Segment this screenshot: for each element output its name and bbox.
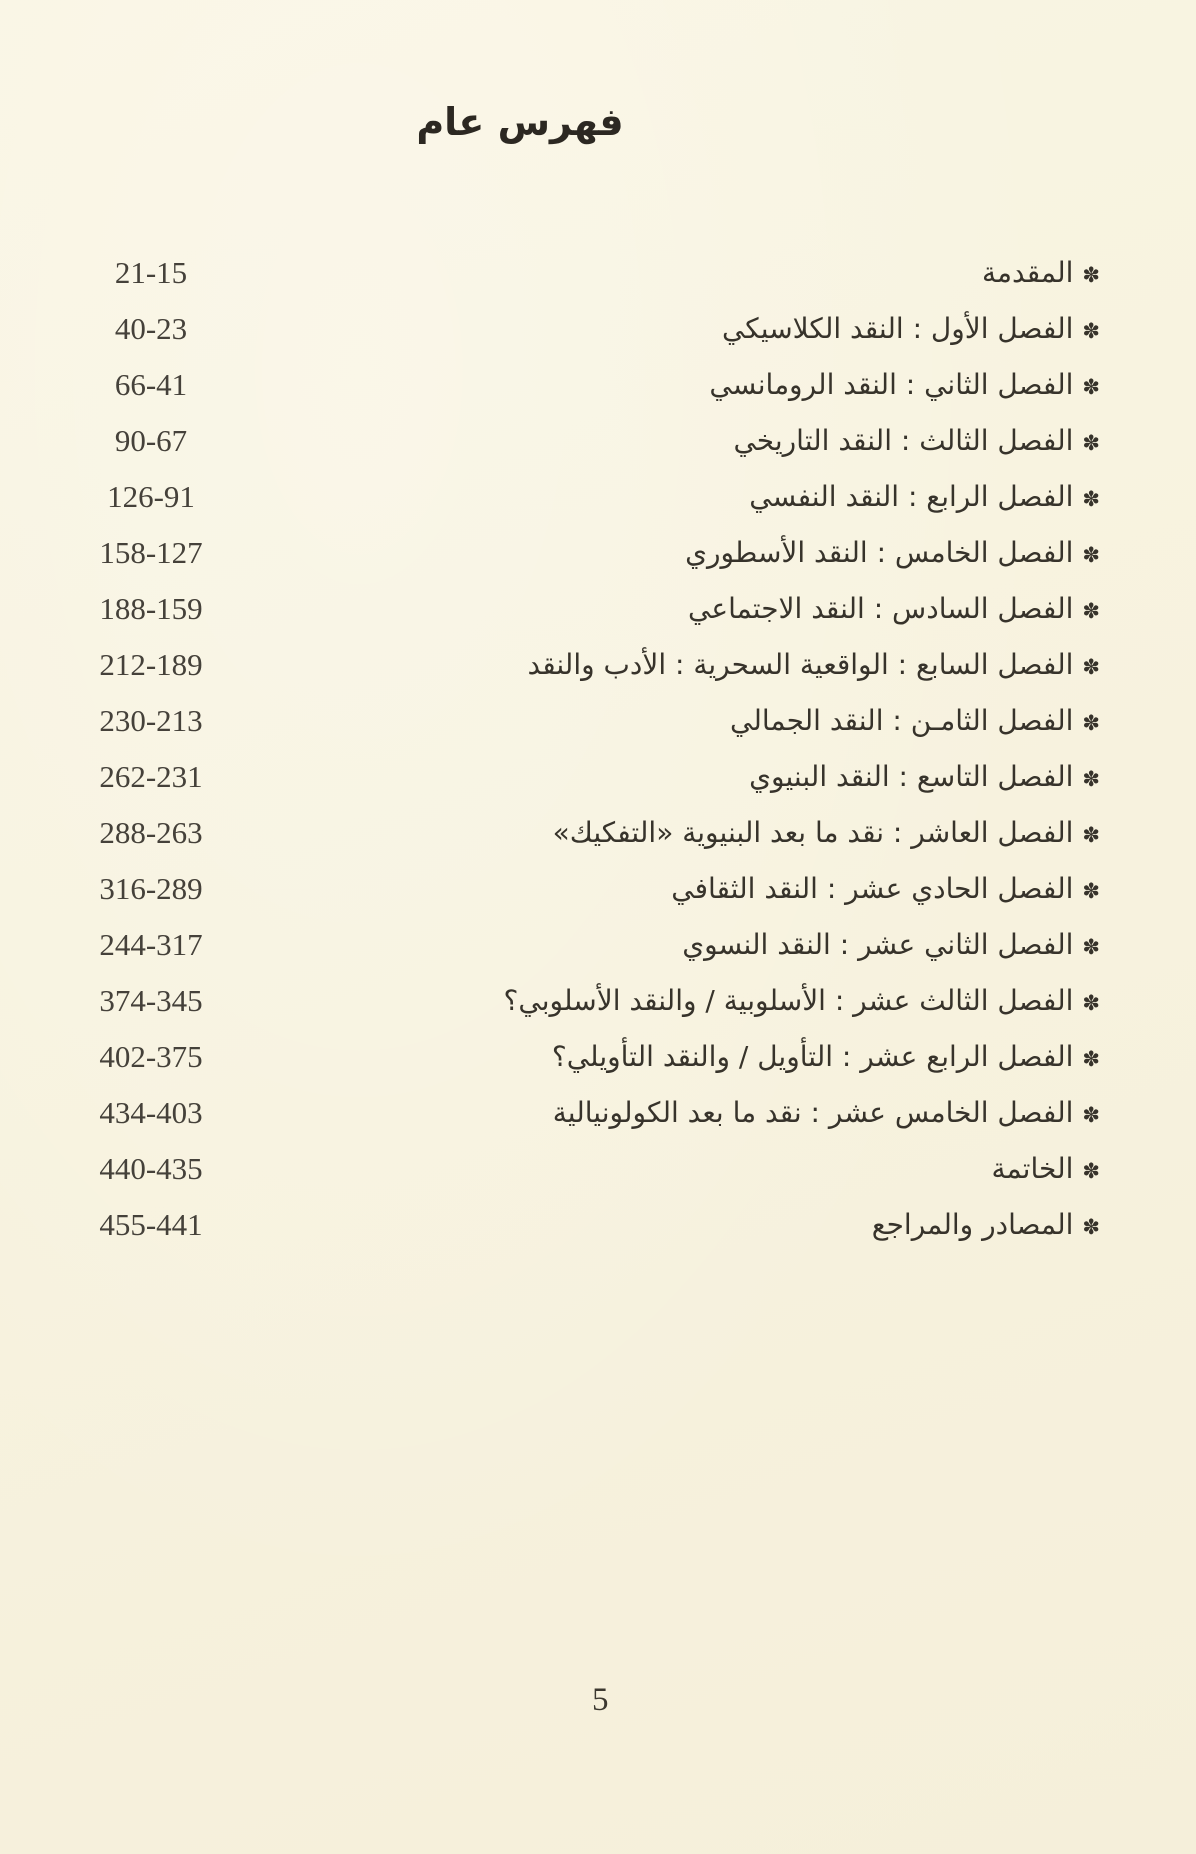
toc-entry-page-range: 21-15 xyxy=(114,255,188,290)
toc-entry-label: الفصل الثامـن : النقد الجمالي xyxy=(729,704,1074,737)
table-of-contents: ✽ المقدمة 21-15 ✽ الفصل الأول : النقد ال… xyxy=(0,245,1196,1253)
toc-entry-label: الفصل العاشر : نقد ما بعد البنيوية «التف… xyxy=(552,816,1074,849)
toc-entry-page-range: 434-403 xyxy=(99,1095,203,1130)
toc-entry-label-group: ✽ الفصل الرابع عشر : التأويل / والنقد ال… xyxy=(552,1043,1100,1071)
toc-entry-label-group: ✽ الفصل الأول : النقد الكلاسيكي xyxy=(722,315,1100,343)
toc-entry: ✽ الفصل الرابع : النقد النفسي 126-91 xyxy=(0,469,1100,525)
toc-entry: ✽ الفصل الثاني : النقد الرومانسي 66-41 xyxy=(0,357,1100,413)
toc-entry-label: الفصل الحادي عشر : النقد الثقافي xyxy=(671,872,1074,905)
toc-entry-label-group: ✽ المصادر والمراجع xyxy=(872,1211,1100,1239)
toc-entry-page-range: 212-189 xyxy=(99,647,203,682)
title-wrap: فهرس عام xyxy=(0,100,1040,144)
asterisk-flower-icon: ✽ xyxy=(1082,318,1100,343)
toc-entry-label: الفصل السادس : النقد الاجتماعي xyxy=(688,592,1074,625)
asterisk-flower-icon: ✽ xyxy=(1082,710,1100,735)
toc-entry-page-range: 455-441 xyxy=(99,1207,203,1242)
toc-entry: ✽ المصادر والمراجع 455-441 xyxy=(0,1197,1100,1253)
toc-entry: ✽ الفصل الثاني عشر : النقد النسوي 244-31… xyxy=(0,917,1100,973)
toc-entry-label-group: ✽ الفصل الحادي عشر : النقد الثقافي xyxy=(671,875,1100,903)
asterisk-flower-icon: ✽ xyxy=(1082,542,1100,567)
toc-entry-label: المقدمة xyxy=(982,256,1074,289)
toc-entry-label: الفصل الثاني : النقد الرومانسي xyxy=(709,368,1074,401)
toc-entry-page-range: 262-231 xyxy=(99,759,203,794)
toc-entry-page-range: 402-375 xyxy=(99,1039,203,1074)
toc-entry-label: الفصل الأول : النقد الكلاسيكي xyxy=(721,312,1074,345)
toc-entry-label-group: ✽ الخاتمة xyxy=(991,1155,1100,1183)
toc-entry: ✽ الفصل الثامـن : النقد الجمالي 230-213 xyxy=(0,693,1100,749)
toc-entry: ✽ الفصل الخامس عشر : نقد ما بعد الكولوني… xyxy=(0,1085,1100,1141)
toc-entry: ✽ الفصل الرابع عشر : التأويل / والنقد ال… xyxy=(0,1029,1100,1085)
toc-entry: ✽ الفصل الثالث : النقد التاريخي 90-67 xyxy=(0,413,1100,469)
asterisk-flower-icon: ✽ xyxy=(1082,990,1100,1015)
toc-entry-label-group: ✽ الفصل الثاني عشر : النقد النسوي xyxy=(682,931,1100,959)
toc-entry-label: المصادر والمراجع xyxy=(871,1208,1074,1241)
toc-entry: ✽ المقدمة 21-15 xyxy=(0,245,1100,301)
toc-entry-label: الفصل الثاني عشر : النقد النسوي xyxy=(682,928,1074,961)
toc-entry: ✽ الفصل الخامس : النقد الأسطوري 158-127 xyxy=(0,525,1100,581)
asterisk-flower-icon: ✽ xyxy=(1082,374,1100,399)
toc-entry-page-range: 158-127 xyxy=(99,535,203,570)
toc-entry-label: الفصل الرابع : النقد النفسي xyxy=(749,480,1074,513)
toc-entry: ✽ الفصل السادس : النقد الاجتماعي 188-159 xyxy=(0,581,1100,637)
toc-entry-label-group: ✽ المقدمة xyxy=(982,259,1100,287)
toc-entry-label: الفصل الخامس عشر : نقد ما بعد الكولونيال… xyxy=(552,1096,1074,1129)
toc-entry: ✽ الفصل الحادي عشر : النقد الثقافي 316-2… xyxy=(0,861,1100,917)
toc-entry-label: الفصل الرابع عشر : التأويل / والنقد التأ… xyxy=(551,1040,1074,1073)
toc-entry-page-range: 126-91 xyxy=(107,479,195,514)
toc-entry: ✽ الفصل السابع : الواقعية السحرية : الأد… xyxy=(0,637,1100,693)
toc-entry-label-group: ✽ الفصل الثاني : النقد الرومانسي xyxy=(709,371,1100,399)
toc-entry-page-range: 90-67 xyxy=(114,423,188,458)
asterisk-flower-icon: ✽ xyxy=(1082,822,1100,847)
toc-entry-page-range: 40-23 xyxy=(114,311,188,346)
toc-entry-label: الخاتمة xyxy=(991,1152,1074,1185)
toc-entry-page-range: 316-289 xyxy=(99,871,203,906)
toc-entry: ✽ الفصل التاسع : النقد البنيوي 262-231 xyxy=(0,749,1100,805)
asterisk-flower-icon: ✽ xyxy=(1082,878,1100,903)
toc-entry-page-range: 374-345 xyxy=(99,983,203,1018)
toc-entry-label: الفصل الثالث عشر : الأسلوبية / والنقد ال… xyxy=(503,984,1074,1017)
page-title: فهرس عام xyxy=(416,100,624,144)
asterisk-flower-icon: ✽ xyxy=(1082,1102,1100,1127)
toc-entry-page-range: 440-435 xyxy=(99,1151,203,1186)
toc-entry-label-group: ✽ الفصل الثالث : النقد التاريخي xyxy=(733,427,1100,455)
toc-entry-label: الفصل الخامس : النقد الأسطوري xyxy=(685,536,1074,569)
toc-entry-page-range: 66-41 xyxy=(114,367,188,402)
toc-entry-label: الفصل السابع : الواقعية السحرية : الأدب … xyxy=(527,648,1074,681)
toc-entry-page-range: 188-159 xyxy=(99,591,203,626)
toc-entry: ✽ الفصل الأول : النقد الكلاسيكي 40-23 xyxy=(0,301,1100,357)
asterisk-flower-icon: ✽ xyxy=(1082,654,1100,679)
toc-entry-label-group: ✽ الفصل السابع : الواقعية السحرية : الأد… xyxy=(528,651,1101,679)
toc-entry: ✽ الفصل العاشر : نقد ما بعد البنيوية «ال… xyxy=(0,805,1100,861)
asterisk-flower-icon: ✽ xyxy=(1082,1046,1100,1071)
toc-entry-label-group: ✽ الفصل الخامس : النقد الأسطوري xyxy=(685,539,1100,567)
asterisk-flower-icon: ✽ xyxy=(1082,1158,1100,1183)
asterisk-flower-icon: ✽ xyxy=(1082,766,1100,791)
toc-entry-label: الفصل الثالث : النقد التاريخي xyxy=(733,424,1074,457)
asterisk-flower-icon: ✽ xyxy=(1082,1214,1100,1239)
toc-entry-page-range: 244-317 xyxy=(99,927,203,962)
toc-entry-label-group: ✽ الفصل العاشر : نقد ما بعد البنيوية «ال… xyxy=(553,819,1100,847)
toc-entry-label-group: ✽ الفصل الرابع : النقد النفسي xyxy=(749,483,1100,511)
asterisk-flower-icon: ✽ xyxy=(1082,598,1100,623)
asterisk-flower-icon: ✽ xyxy=(1082,934,1100,959)
toc-entry-label-group: ✽ الفصل الثالث عشر : الأسلوبية / والنقد … xyxy=(504,987,1100,1015)
toc-entry-label-group: ✽ الفصل الخامس عشر : نقد ما بعد الكولوني… xyxy=(553,1099,1100,1127)
toc-entry: ✽ الفصل الثالث عشر : الأسلوبية / والنقد … xyxy=(0,973,1100,1029)
toc-entry-label-group: ✽ الفصل السادس : النقد الاجتماعي xyxy=(688,595,1100,623)
asterisk-flower-icon: ✽ xyxy=(1082,486,1100,511)
toc-entry-page-range: 288-263 xyxy=(99,815,203,850)
toc-entry-label-group: ✽ الفصل الثامـن : النقد الجمالي xyxy=(730,707,1100,735)
asterisk-flower-icon: ✽ xyxy=(1082,262,1100,287)
page-number: 5 xyxy=(592,1682,609,1718)
toc-entry: ✽ الخاتمة 440-435 xyxy=(0,1141,1100,1197)
toc-entry-label: الفصل التاسع : النقد البنيوي xyxy=(749,760,1074,793)
asterisk-flower-icon: ✽ xyxy=(1082,430,1100,455)
toc-entry-label-group: ✽ الفصل التاسع : النقد البنيوي xyxy=(749,763,1100,791)
toc-entry-page-range: 230-213 xyxy=(99,703,203,738)
